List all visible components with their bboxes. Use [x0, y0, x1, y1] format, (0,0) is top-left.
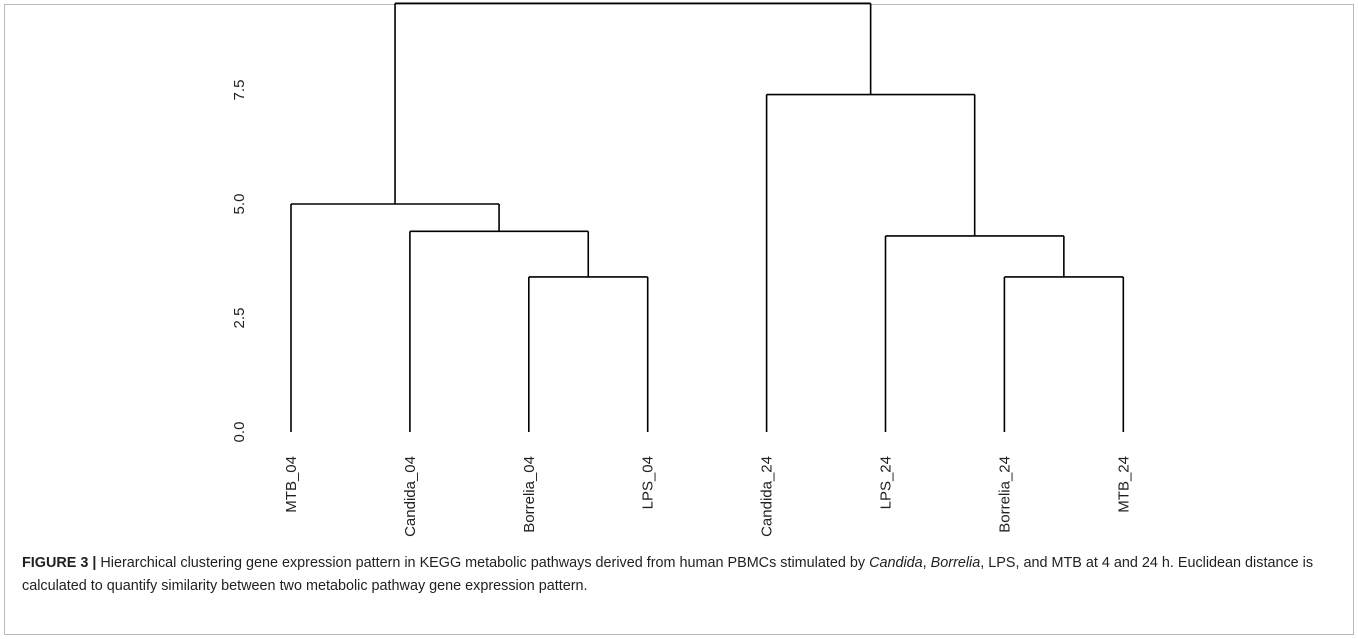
caption-text-2: , LPS, and MTB at 4 and 24 h. Euclidean …	[22, 555, 1314, 594]
y-tick-label: 2.5	[231, 308, 248, 329]
caption-borrelia: Borrelia	[930, 555, 981, 571]
y-tick-label: 5.0	[231, 194, 248, 215]
caption-candida: Candida	[869, 555, 923, 571]
leaf-label: Candida_04	[402, 456, 419, 537]
leaf-label: Candida_24	[759, 456, 776, 537]
y-tick-label: 0.0	[231, 422, 248, 443]
figure-caption: FIGURE 3 | Hierarchical clustering gene …	[22, 552, 1337, 598]
dendrogram-links	[290, 2, 1125, 432]
y-tick-label: 7.5	[231, 80, 248, 101]
leaf-labels: MTB_04 Candida_04 Borrelia_04 LPS_04 Candida…	[283, 456, 1132, 537]
caption-label: FIGURE 3 |	[22, 555, 97, 571]
caption-text-1: Hierarchical clustering gene expression …	[96, 555, 870, 571]
dendrogram-chart: 0.0 2.5 5.0 7.5 MTB_04 Candida_04 Borrelia_04…	[231, 2, 1132, 537]
leaf-label: LPS_04	[640, 456, 657, 509]
leaf-label: Borrelia_04	[521, 456, 538, 533]
leaf-label: MTB_24	[1115, 456, 1132, 513]
caption-sep: ,	[922, 555, 931, 571]
leaf-label: MTB_04	[283, 456, 300, 513]
leaf-label: LPS_24	[878, 456, 895, 509]
y-axis: 0.0 2.5 5.0 7.5	[231, 80, 248, 443]
leaf-label: Borrelia_24	[996, 456, 1013, 533]
figure-frame	[4, 4, 1354, 635]
